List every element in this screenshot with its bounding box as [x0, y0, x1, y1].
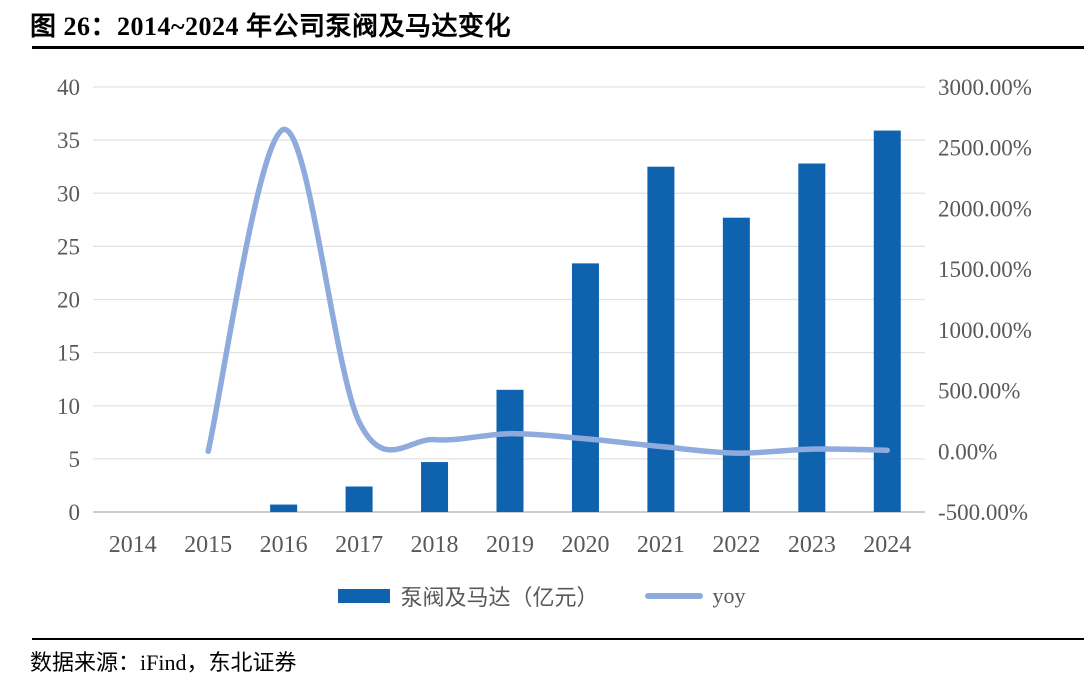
figure-bottom-rule [32, 638, 1084, 640]
right-axis-tick-label: -500.00% [938, 500, 1028, 525]
left-axis-tick-label: 5 [69, 447, 81, 472]
left-axis-tick-label: 15 [57, 341, 80, 366]
right-axis-tick-label: 3000.00% [938, 75, 1032, 100]
bar [647, 166, 675, 512]
left-axis-tick-label: 40 [57, 75, 80, 100]
x-axis-category-label: 2023 [788, 532, 836, 558]
legend-label: 泵阀及马达（亿元） [400, 585, 599, 610]
right-axis-tick-label: 500.00% [938, 379, 1020, 404]
right-axis-tick-label: 2000.00% [938, 196, 1032, 221]
bar-series-swatch [338, 589, 391, 603]
title-underline [32, 46, 1084, 49]
right-axis-tick-label: 1000.00% [938, 318, 1032, 343]
left-axis-tick-label: 35 [57, 128, 80, 153]
right-axis-tick-label: 2500.00% [938, 136, 1032, 161]
bar [496, 389, 524, 512]
legend-label: yoy [712, 583, 746, 608]
left-axis-tick-label: 20 [57, 288, 80, 313]
legend-item-yoy: yoy [644, 583, 746, 609]
line-series-swatch [644, 593, 703, 599]
legend-item-bars: 泵阀及马达（亿元） [338, 580, 599, 612]
x-axis-category-label: 2021 [637, 532, 685, 558]
x-axis-category-label: 2020 [561, 532, 609, 558]
left-axis-tick-label: 25 [57, 234, 80, 259]
bar [571, 263, 599, 512]
left-axis-tick-label: 0 [69, 500, 81, 525]
figure-title: 图 26：2014~2024 年公司泵阀及马达变化 [30, 12, 512, 41]
left-axis-tick-label: 10 [57, 394, 80, 419]
x-axis-category-label: 2022 [712, 532, 760, 558]
right-axis-tick-label: 0.00% [938, 439, 997, 464]
bar [873, 130, 901, 512]
x-axis-category-label: 2015 [184, 532, 232, 558]
bar [722, 217, 750, 512]
bar [345, 486, 373, 512]
yoy-line [205, 126, 891, 456]
right-axis-tick-label: 1500.00% [938, 257, 1032, 282]
chart-legend: 泵阀及马达（亿元） yoy [0, 580, 1084, 612]
left-axis-tick-label: 30 [57, 181, 80, 206]
x-axis-category-label: 2024 [863, 532, 911, 558]
x-axis-category-label: 2019 [486, 532, 534, 558]
bar [270, 504, 298, 512]
bar [798, 163, 826, 512]
x-axis-category-label: 2016 [260, 532, 308, 558]
x-axis-category-label: 2018 [411, 532, 459, 558]
x-axis-category-label: 2014 [109, 532, 157, 558]
x-axis-category-label: 2017 [335, 532, 383, 558]
bar [421, 462, 449, 512]
data-source: 数据来源：iFind，东北证券 [30, 650, 297, 675]
